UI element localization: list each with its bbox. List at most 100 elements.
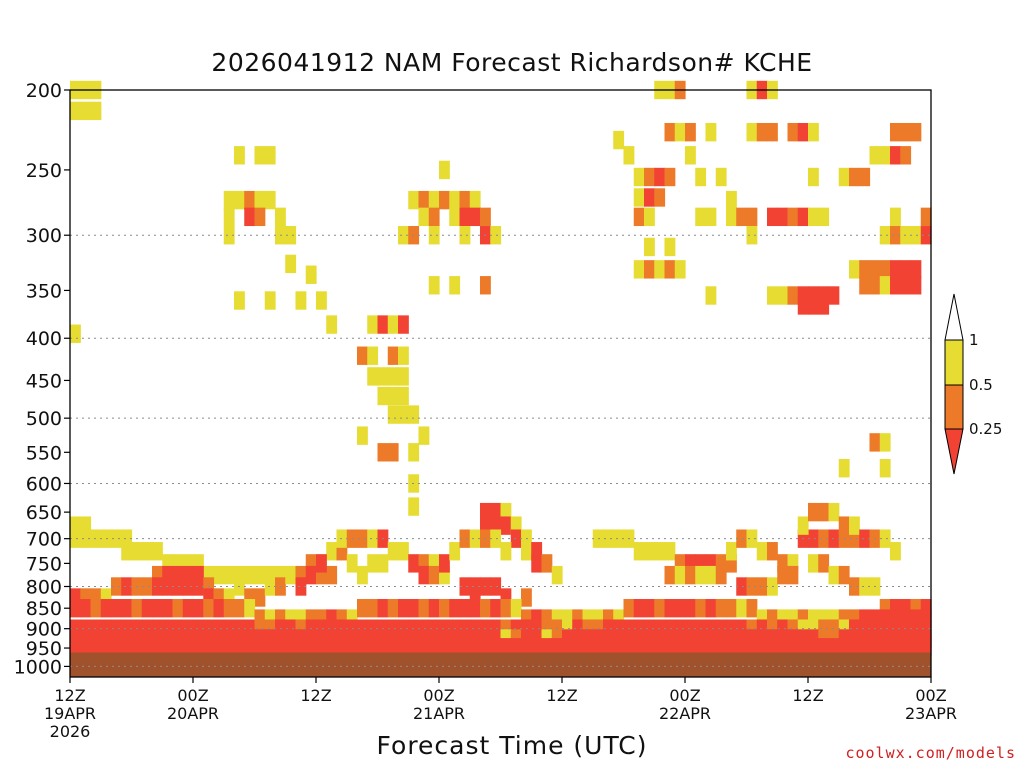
- heatmap-cell: [285, 609, 297, 628]
- x-tick-label: 21APR: [413, 704, 465, 723]
- heatmap-cell: [838, 459, 850, 478]
- heatmap-cell: [428, 599, 440, 618]
- heatmap-cell: [408, 190, 420, 210]
- heatmap-cell: [162, 565, 174, 585]
- heatmap-cell: [449, 638, 461, 657]
- heatmap-cell: [849, 619, 860, 638]
- heatmap-cell: [254, 588, 266, 607]
- heatmap-cell: [869, 433, 881, 452]
- heatmap-cell: [490, 599, 502, 618]
- heatmap-cell: [736, 599, 748, 618]
- heatmap-cell: [418, 554, 430, 573]
- heatmap-cell: [316, 554, 327, 573]
- heatmap-cell: [654, 638, 666, 657]
- heatmap-cell: [623, 146, 635, 165]
- heatmap-cell: [377, 367, 389, 386]
- heatmap-cell: [859, 609, 871, 628]
- heatmap-cell: [900, 146, 912, 165]
- heatmap-cell: [480, 207, 491, 227]
- x-tick-label: 00Z: [423, 686, 454, 705]
- heatmap-cell: [521, 588, 532, 607]
- heatmap-cell: [480, 599, 491, 618]
- heatmap-cell: [459, 638, 471, 657]
- heatmap-cell: [182, 638, 194, 657]
- heatmap-cell: [295, 565, 307, 585]
- heatmap-cell: [439, 638, 450, 657]
- heatmap-cell: [100, 588, 112, 607]
- heatmap-cell: [910, 638, 922, 657]
- heatmap-cell: [838, 609, 850, 628]
- heatmap-cell: [223, 599, 235, 618]
- heatmap-cell: [531, 542, 543, 561]
- heatmap-cell: [459, 577, 471, 596]
- heatmap-cell: [162, 599, 174, 618]
- heatmap-cell: [449, 276, 461, 295]
- heatmap-cell: [316, 565, 327, 585]
- x-axis-title: Forecast Time (UTC): [376, 731, 648, 760]
- heatmap-cell: [428, 554, 440, 573]
- heatmap-cell: [244, 638, 256, 657]
- heatmap-cell: [777, 638, 789, 657]
- heatmap-cell: [685, 599, 696, 618]
- x-tick-label: 12Z: [546, 686, 577, 705]
- heatmap-cell: [264, 638, 276, 657]
- heatmap-cell: [377, 638, 389, 657]
- y-tick-label: 1000: [14, 656, 62, 678]
- heatmap-cell: [111, 619, 122, 638]
- heatmap-cell: [808, 554, 819, 573]
- heatmap-cell: [80, 516, 92, 535]
- heatmap-cell: [490, 638, 502, 657]
- heatmap-cell: [879, 276, 891, 295]
- heatmap-cell: [869, 638, 881, 657]
- heatmap-cell: [510, 599, 522, 618]
- heatmap-cell: [459, 599, 471, 618]
- heatmap-cell: [633, 619, 645, 638]
- heatmap-cell: [152, 565, 163, 585]
- heatmap-cell: [767, 542, 778, 561]
- heatmap-cell: [418, 638, 430, 657]
- heatmap-cell: [746, 207, 758, 227]
- heatmap-cell: [70, 516, 81, 535]
- heatmap-cell: [326, 542, 338, 561]
- heatmap-cell: [490, 529, 502, 548]
- x-tick-label: 00Z: [669, 686, 700, 705]
- heatmap-cell: [531, 554, 543, 573]
- heatmap-cell: [685, 146, 696, 165]
- heatmap-cell: [500, 619, 512, 638]
- heatmap-cell: [551, 638, 563, 657]
- heatmap-cell: [152, 542, 163, 561]
- heatmap-cell: [869, 276, 881, 295]
- heatmap-cell: [152, 619, 163, 638]
- heatmap-cell: [70, 588, 81, 607]
- heatmap-cell: [879, 638, 891, 657]
- heatmap-cell: [172, 577, 184, 596]
- x-tick-label: 12Z: [792, 686, 823, 705]
- heatmap-cell: [633, 207, 645, 227]
- y-tick-label: 400: [26, 328, 62, 350]
- x-tick-label: 12Z: [300, 686, 331, 705]
- heatmap-cell: [828, 638, 840, 657]
- heatmap-cell: [398, 619, 409, 638]
- heatmap-cell: [808, 502, 819, 522]
- heatmap-cell: [633, 260, 645, 279]
- heatmap-cell: [756, 577, 768, 596]
- heatmap-cell: [357, 638, 368, 657]
- colorbar-bottom-arrow: [944, 428, 964, 475]
- heatmap-cell: [305, 609, 317, 628]
- heatmap-cell: [480, 516, 491, 535]
- colorbar-label: 1: [969, 331, 979, 349]
- heatmap-cell: [685, 122, 696, 142]
- colorbar: 1 0.5 0.25: [944, 293, 1002, 475]
- heatmap-cell: [541, 638, 553, 657]
- heatmap-cell: [387, 346, 399, 365]
- heatmap-cell: [808, 122, 819, 142]
- heatmap-cell: [500, 516, 512, 535]
- heatmap-cell: [264, 619, 276, 638]
- heatmap-cell: [459, 529, 471, 548]
- heatmap-cell: [346, 554, 358, 573]
- heatmap-cell: [726, 207, 737, 227]
- heatmap-cell: [141, 542, 153, 561]
- heatmap-cell: [859, 276, 871, 295]
